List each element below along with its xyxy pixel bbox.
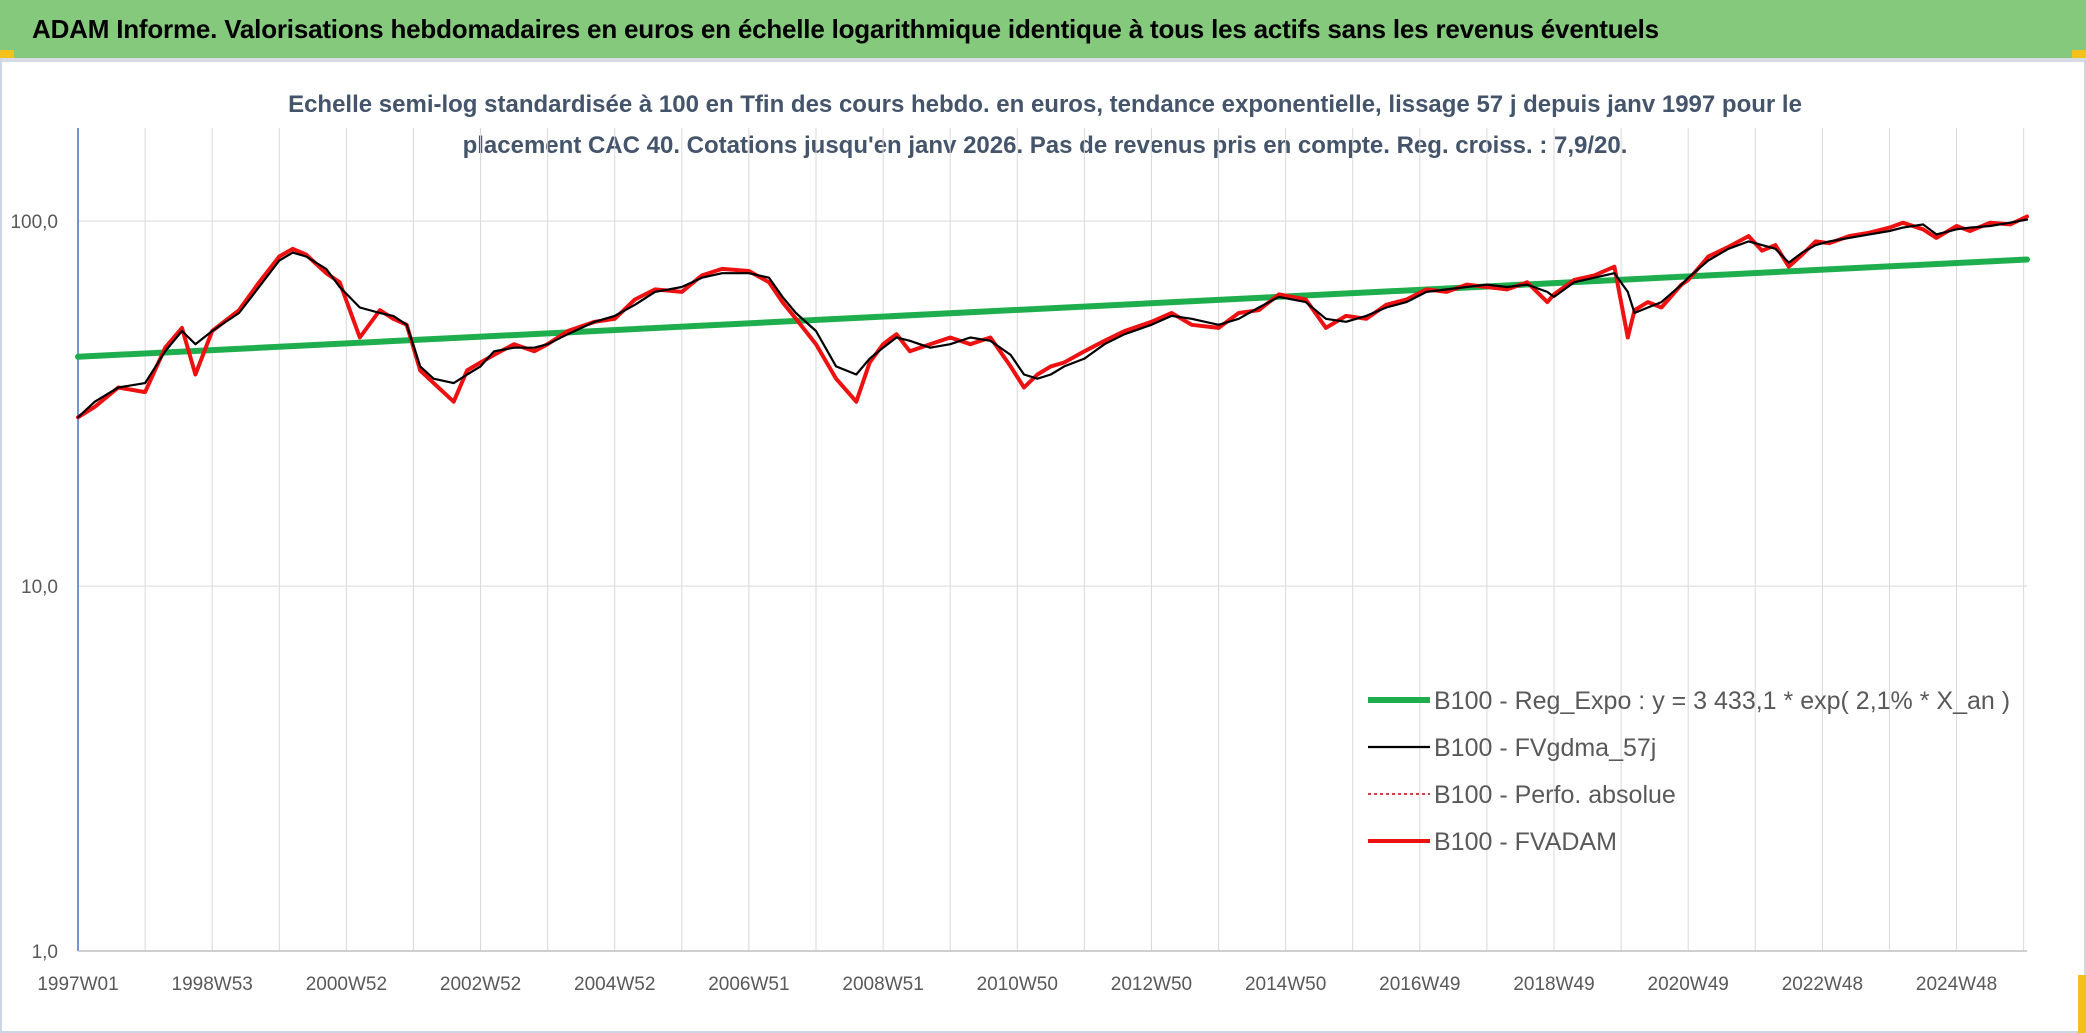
legend-label-adam: B100 - FVADAM [1434, 828, 1617, 856]
corner-accent-left [0, 50, 14, 58]
report-title: ADAM Informe. Valorisations hebdomadaire… [32, 13, 1659, 44]
x-tick-label: 2012W50 [1111, 974, 1192, 995]
y-tick-label: 10,0 [21, 577, 58, 598]
report-banner: ADAM Informe. Valorisations hebdomadaire… [0, 0, 2086, 58]
x-tick-label: 2010W50 [977, 974, 1058, 995]
x-tick-label: 2016W49 [1379, 974, 1460, 995]
tick-labels: 1,0 10,0 100,0 1997W01 1998W53 2000W52 2002W52… [10, 212, 1997, 995]
x-tick-label: 2006W51 [708, 974, 789, 995]
x-tick-label: 2000W52 [306, 974, 387, 995]
y-tick-label: 100,0 [10, 212, 58, 233]
series-line-absolute [77, 218, 2028, 419]
axes [77, 128, 2027, 952]
x-tick-label: 2018W49 [1513, 974, 1594, 995]
x-tick-label: 2002W52 [440, 974, 521, 995]
x-tick-label: 1997W01 [37, 974, 118, 995]
gridlines [77, 128, 2027, 952]
x-tick-label: 2020W49 [1648, 974, 1729, 995]
legend: B100 - Reg_Expo : y = 3 433,1 * exp( 2,1… [1368, 687, 2010, 856]
y-tick-label: 1,0 [32, 942, 58, 963]
x-tick-label: 2022W48 [1782, 974, 1863, 995]
chart-title-line-2: placement CAC 40. Cotations jusqu'en jan… [463, 132, 1628, 159]
legend-label-absolute: B100 - Perfo. absolue [1434, 781, 1676, 809]
x-tick-label: 1998W53 [172, 974, 253, 995]
x-tick-label: 2024W48 [1916, 974, 1997, 995]
legend-label-regression: B100 - Reg_Expo : y = 3 433,1 * exp( 2,1… [1434, 687, 2010, 715]
series-lines [75, 214, 2030, 420]
series-line-smoothed [76, 218, 2029, 419]
x-tick-label: 2008W51 [842, 974, 923, 995]
legend-label-smoothed: B100 - FVgdma_57j [1434, 734, 1656, 762]
x-tick-label: 2004W52 [574, 974, 655, 995]
corner-accent-bottom-right [2078, 975, 2086, 1033]
series-line-regression [75, 256, 2030, 360]
x-tick-label: 2014W50 [1245, 974, 1326, 995]
corner-accent-right [2072, 50, 2086, 58]
chart-title-line-1: Echelle semi-log standardisée à 100 en T… [288, 91, 1802, 118]
chart-frame [0, 58, 2086, 1033]
